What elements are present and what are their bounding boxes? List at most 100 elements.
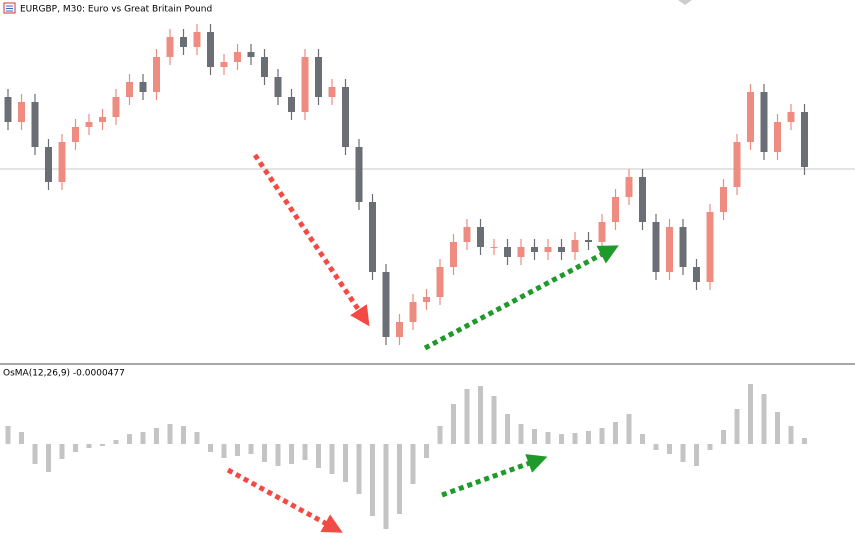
candle-body (531, 247, 538, 252)
candle-body (801, 112, 808, 167)
candle-body (85, 122, 93, 127)
candle-body (693, 267, 700, 282)
candle-body (666, 227, 673, 272)
histogram-bar (532, 429, 537, 444)
histogram-bar (302, 444, 308, 460)
histogram-bar (694, 444, 699, 466)
candle-body (274, 77, 282, 97)
candle-body (112, 97, 120, 117)
candle-body (652, 222, 660, 272)
candle-body (301, 57, 309, 112)
histogram-bar (397, 444, 402, 514)
histogram-bar (464, 389, 470, 444)
candle-body (193, 32, 201, 47)
histogram-bar (289, 444, 294, 464)
candle-body (207, 32, 214, 67)
histogram-bar (626, 414, 632, 444)
histogram-bar (640, 434, 645, 444)
candle-body (166, 37, 174, 57)
down-arrow (226, 467, 343, 533)
histogram-bar (86, 444, 92, 448)
down-arrow (252, 153, 370, 327)
histogram-bar (356, 444, 362, 494)
candle-body (639, 177, 646, 222)
histogram-bar (383, 444, 389, 529)
histogram-bar (262, 444, 267, 462)
histogram-bar (46, 444, 51, 472)
scroll-marker (678, 0, 692, 5)
histogram-bar (491, 396, 497, 444)
candle-body (679, 227, 687, 267)
candle-body (612, 197, 619, 222)
histogram-bar (410, 444, 416, 484)
annotation-arrows (226, 153, 619, 533)
histogram-bar (194, 432, 200, 444)
histogram-bar (734, 409, 740, 444)
histogram-bar (113, 440, 119, 444)
candle-body (220, 62, 228, 67)
histogram-bar (181, 426, 186, 444)
candle-body (153, 57, 160, 92)
histogram-bar (59, 444, 65, 459)
histogram-bar (518, 424, 524, 444)
histogram-bar (167, 424, 173, 444)
histogram-bar (599, 428, 605, 444)
histogram-bar (680, 444, 686, 462)
candle-body (774, 122, 781, 152)
histogram-bar (424, 444, 429, 458)
histogram-bar (707, 444, 713, 450)
histogram-bar (788, 426, 794, 444)
histogram-bar (775, 412, 780, 444)
candle-body (625, 177, 633, 197)
candle-body (760, 92, 768, 152)
up-arrow (441, 454, 548, 498)
histogram-bar (748, 384, 753, 444)
candle-body (409, 302, 417, 322)
candle-body (490, 247, 498, 248)
candle-body (463, 227, 471, 242)
histogram-bar (248, 444, 254, 454)
histogram-bar (505, 414, 510, 444)
histogram-bar (802, 438, 807, 444)
candle-body (544, 247, 552, 252)
candle-body (450, 242, 457, 267)
histogram-bar (451, 404, 456, 444)
candle-body (139, 82, 147, 92)
candle-body (31, 102, 39, 147)
candle-body (315, 57, 322, 97)
histogram-bar (586, 431, 591, 444)
candle-body (180, 37, 187, 47)
histogram-bar (667, 444, 672, 454)
candle-body (342, 87, 349, 147)
histogram-bar (32, 444, 38, 464)
histogram-bar (721, 430, 726, 444)
histogram-bar (545, 432, 551, 444)
histogram-bar (5, 426, 11, 444)
candle-body (396, 322, 403, 337)
candle-body (58, 142, 66, 182)
candle-body (4, 97, 12, 122)
histogram-bar (316, 444, 321, 468)
symbol-icon (3, 2, 16, 14)
histogram-bar (275, 444, 281, 466)
histogram-bar (154, 428, 159, 444)
candle-body (747, 92, 754, 142)
candle-body (261, 57, 268, 77)
candle-body (571, 240, 579, 252)
candle-body (558, 247, 565, 252)
candle-body (382, 272, 390, 337)
candle-body (598, 222, 606, 242)
histogram-bar (478, 386, 483, 444)
histogram-bar (208, 444, 213, 452)
histogram-bar (653, 444, 659, 450)
histogram-bar (343, 444, 348, 482)
up-arrow (423, 245, 619, 351)
histogram-bar (329, 444, 335, 474)
candle-body (585, 240, 592, 242)
candle-body (45, 147, 52, 182)
histogram-bar (613, 422, 618, 444)
histogram-bar (572, 433, 578, 444)
candle-body (234, 52, 241, 62)
candle-body (504, 247, 511, 257)
